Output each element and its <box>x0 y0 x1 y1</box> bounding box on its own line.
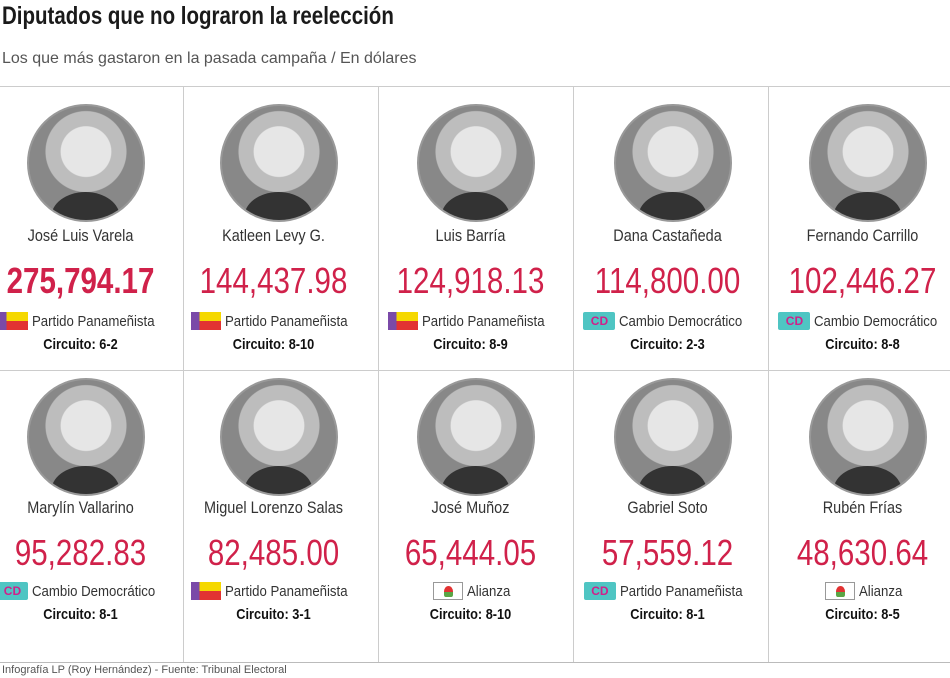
party-label: CD Cambio Democrático <box>583 312 770 330</box>
party-label: Partido Panameñista <box>0 312 183 330</box>
cd-logo-icon: CD <box>583 312 616 330</box>
deputy-name: Gabriel Soto <box>627 498 708 517</box>
party-label: Partido Panameñista <box>189 582 376 600</box>
deputy-photo <box>26 378 145 496</box>
cd-logo-icon: CD <box>583 582 616 600</box>
deputy-card: Katleen Levy G. 144,437.98 Partido Panam… <box>181 86 376 370</box>
campaign-spending: 48,630.64 <box>796 532 929 573</box>
deputy-card: Dana Castañeda 114,800.00 CD Cambio Democ… <box>575 86 770 370</box>
campaign-spending: 57,559.12 <box>601 532 734 573</box>
deputy-name: Rubén Frías <box>822 498 903 517</box>
circuit-label: Circuito: 8-1 <box>43 606 118 623</box>
deputy-photo <box>219 104 338 222</box>
campaign-spending: 124,918.13 <box>396 260 545 301</box>
campaign-spending: 95,282.83 <box>14 532 147 573</box>
circuit-label: Circuito: 2-3 <box>630 336 705 353</box>
divider <box>0 86 950 87</box>
party-name: Cambio Democrático <box>32 582 156 600</box>
alianza-logo-icon <box>824 582 855 600</box>
deputy-card: José Muñoz 65,444.05 Alianza Circuito: 8… <box>378 370 573 662</box>
circuit-label: Circuito: 8-1 <box>630 606 705 623</box>
deputy-photo <box>808 378 927 496</box>
deputy-name: Luis Barría <box>435 226 506 245</box>
deputy-card: José Luis Varela 275,794.17 Partido Pana… <box>0 86 183 370</box>
deputy-photo <box>416 104 535 222</box>
deputy-card: Rubén Frías 48,630.64 Alianza Circuito: … <box>770 370 950 662</box>
campaign-spending: 275,794.17 <box>6 260 155 301</box>
deputy-name: Dana Castañeda <box>613 226 722 245</box>
circuit-label: Circuito: 3-1 <box>236 606 311 623</box>
cd-logo-icon: CD <box>778 312 811 330</box>
party-label: Alianza <box>778 582 950 600</box>
campaign-spending: 144,437.98 <box>199 260 348 301</box>
party-name: Alianza <box>858 582 903 600</box>
deputy-name: José Luis Varela <box>27 226 134 245</box>
circuit-label: Circuito: 8-5 <box>825 606 900 623</box>
deputy-card: Gabriel Soto 57,559.12 CD Partido Panameñ… <box>575 370 770 662</box>
cd-logo-icon: CD <box>0 582 29 600</box>
divider <box>183 86 184 662</box>
page-subtitle: Los que más gastaron en la pasada campañ… <box>2 50 417 67</box>
party-name: Alianza <box>466 582 511 600</box>
deputy-card: Miguel Lorenzo Salas 82,485.00 Partido P… <box>181 370 376 662</box>
deputy-photo <box>219 378 338 496</box>
campaign-spending: 82,485.00 <box>207 532 340 573</box>
deputy-photo <box>808 104 927 222</box>
campaign-spending: 114,800.00 <box>594 260 741 301</box>
campaign-spending: 65,444.05 <box>404 532 537 573</box>
deputy-name: Miguel Lorenzo Salas <box>204 498 343 517</box>
circuit-label: Circuito: 8-9 <box>433 336 508 353</box>
footer-credit: Infografía LP (Roy Hernández) - Fuente: … <box>2 664 287 676</box>
party-name: Partido Panameñista <box>224 312 348 330</box>
party-name: Partido Panameñista <box>224 582 348 600</box>
deputy-name: Marylín Vallarino <box>27 498 134 517</box>
deputies-grid: José Luis Varela 275,794.17 Partido Pana… <box>0 86 950 662</box>
deputy-photo <box>416 378 535 496</box>
divider <box>378 86 379 662</box>
circuit-label: Circuito: 8-8 <box>825 336 900 353</box>
deputy-card: Fernando Carrillo 102,446.27 CD Cambio De… <box>770 86 950 370</box>
divider <box>768 86 769 662</box>
party-label: CD Partido Panameñista <box>583 582 770 600</box>
circuit-label: Circuito: 6-2 <box>43 336 118 353</box>
party-name: Cambio Democrático <box>619 312 743 330</box>
party-label: Alianza <box>386 582 573 600</box>
circuit-label: Circuito: 8-10 <box>429 606 512 623</box>
circuit-label: Circuito: 8-10 <box>232 336 315 353</box>
panamenista-flag-icon <box>190 582 221 600</box>
party-name: Partido Panameñista <box>421 312 545 330</box>
divider <box>573 86 574 662</box>
deputy-photo <box>26 104 145 222</box>
campaign-spending: 102,446.27 <box>788 260 937 301</box>
party-name: Cambio Democrático <box>814 312 938 330</box>
deputy-card: Luis Barría 124,918.13 Partido Panameñis… <box>378 86 573 370</box>
party-label: Partido Panameñista <box>189 312 376 330</box>
panamenista-flag-icon <box>190 312 221 330</box>
party-name: Partido Panameñista <box>31 312 155 330</box>
page-title: Diputados que no lograron la reelección <box>2 2 394 30</box>
alianza-logo-icon <box>432 582 463 600</box>
party-label: Partido Panameñista <box>386 312 573 330</box>
party-label: CD Cambio Democrático <box>0 582 183 600</box>
deputy-photo <box>613 104 732 222</box>
party-label: CD Cambio Democrático <box>778 312 950 330</box>
deputy-photo <box>613 378 732 496</box>
divider <box>0 370 950 371</box>
panamenista-flag-icon <box>0 312 28 330</box>
deputy-name: Katleen Levy G. <box>222 226 325 245</box>
deputy-card: Marylín Vallarino 95,282.83 CD Cambio Dem… <box>0 370 183 662</box>
party-name: Partido Panameñista <box>619 582 743 600</box>
panamenista-flag-icon <box>387 312 418 330</box>
deputy-name: Fernando Carrillo <box>806 226 919 245</box>
deputy-name: José Muñoz <box>431 498 510 517</box>
divider <box>0 662 950 663</box>
